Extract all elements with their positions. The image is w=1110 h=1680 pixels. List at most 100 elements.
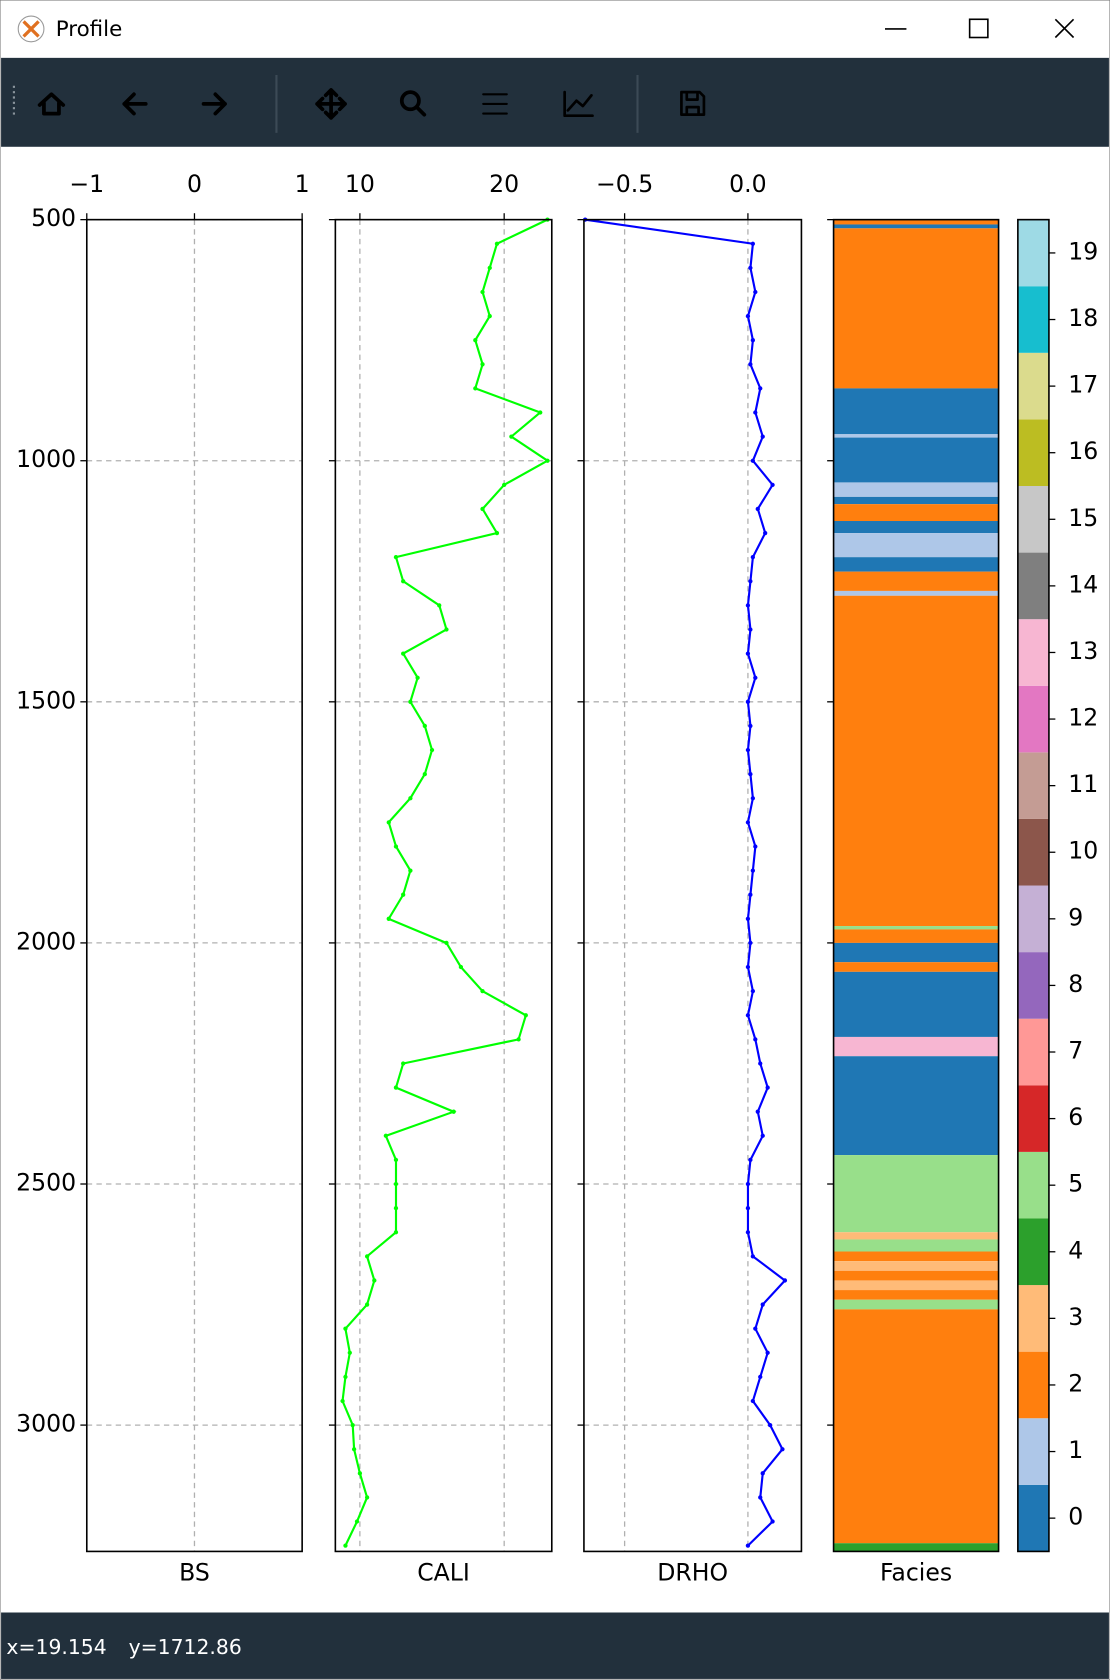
facies-interval [833,926,999,930]
log-point [750,1398,755,1404]
log-point [343,1326,348,1331]
colorbar-tick-label: 13 [1068,637,1098,665]
colorbar-tick-label: 8 [1068,970,1083,998]
log-point [745,1013,751,1018]
log-point [770,482,775,487]
x-tick-label: 20 [489,170,519,198]
log-point [393,1205,399,1211]
colorbar-tick-label: 5 [1068,1170,1083,1198]
colorbar-tick-label: 2 [1068,1369,1083,1397]
facies-interval [833,228,999,389]
track: −0.5 0.0 DRHO [577,170,803,1586]
log-point [745,651,751,656]
log-point [780,1447,785,1452]
log-point [487,265,492,271]
log-point [748,579,753,584]
facies-interval [833,1251,999,1262]
log-point [437,603,442,608]
close-button[interactable] [1054,18,1075,39]
log-point [393,555,399,560]
log-point [401,892,406,897]
log-point [408,868,413,873]
status-y: y=1712.86 [129,1635,242,1659]
log-point [748,772,753,777]
axes-button[interactable] [563,90,594,118]
log-point [347,1350,352,1355]
colorbar-level [1017,1285,1049,1352]
log-point [750,458,755,463]
log-point [765,1350,770,1355]
log-point [745,820,751,825]
facies-interval [833,942,999,963]
log-point [372,1278,377,1283]
track: Facies [827,218,1000,1586]
maximize-button[interactable] [968,18,989,39]
forward-button[interactable] [201,92,227,116]
log-point [750,241,755,246]
back-button[interactable] [122,92,148,116]
y-tick-label: 2000 [16,927,76,955]
log-point [748,627,753,632]
facies-interval [833,1299,999,1310]
log-point [393,1085,399,1090]
colorbar-tick-label: 19 [1068,237,1098,265]
log-point [745,603,751,608]
facies-interval [833,496,999,505]
facies-interval [833,1056,999,1156]
pan-button[interactable] [315,88,347,120]
log-point [364,1495,370,1500]
log-point [750,868,755,873]
colorbar-level [1017,419,1049,486]
x-tick-label: −1 [69,170,104,198]
facies-interval [833,962,999,972]
home-button[interactable] [37,92,66,116]
log-point [354,1519,360,1524]
facies-interval [833,388,999,435]
x-tick-label: −0.5 [596,170,653,198]
facies-interval [833,1290,999,1300]
facies-interval [833,504,999,522]
facies-interval [833,1261,999,1271]
facies-interval [833,971,999,1037]
log-point [494,530,500,536]
facies-interval [833,1239,999,1252]
log-point [401,1061,406,1066]
colorbar-tick-label: 15 [1068,504,1098,532]
log-point [480,289,485,295]
track: 10 20 CALI [328,170,553,1586]
log-point [473,338,478,343]
colorbar-level [1017,619,1049,686]
colorbar-frame [1017,218,1050,1553]
colorbar-tick-label: 6 [1068,1103,1083,1131]
facies-interval [833,521,999,534]
facies-interval [833,1270,999,1281]
facies-interval [833,224,999,229]
log-point [750,555,755,560]
save-button[interactable] [680,90,706,116]
log-point [343,1374,348,1380]
log-point [494,241,500,246]
facies-interval [833,1155,999,1233]
facies-interval [833,590,999,596]
colorbar-level [1017,352,1049,420]
log-point [745,313,751,319]
log-point [393,1230,399,1235]
log-point [748,940,753,946]
log-point [386,820,391,825]
colorbar-tick-label: 12 [1068,704,1098,732]
zoom-button[interactable] [399,90,421,112]
log-point [767,1422,773,1428]
toolbar-buttons [37,75,706,133]
log-point [755,506,760,512]
toolbar [1,57,1109,147]
log-point [758,1061,763,1066]
colorbar-level [1017,1351,1049,1419]
log-point [523,1013,528,1018]
x-axis-label: BS [179,1558,210,1586]
configure-button[interactable] [482,93,508,115]
colorbar-level [1017,286,1049,353]
log-point [480,506,485,512]
log-point [487,313,492,319]
